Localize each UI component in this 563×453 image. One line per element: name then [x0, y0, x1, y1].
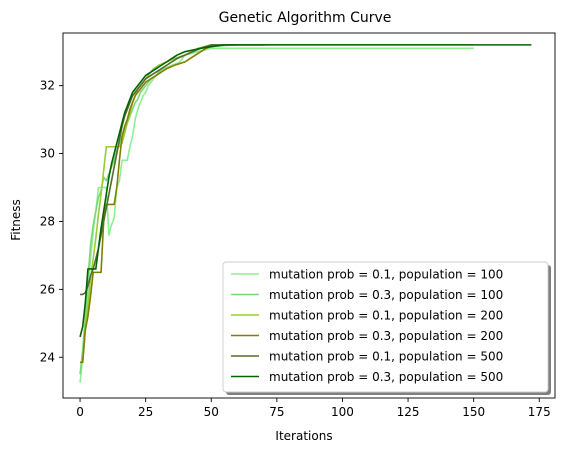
- y-tick-label: 26: [40, 282, 55, 296]
- x-tick-label: 75: [269, 405, 284, 419]
- x-axis-title: Iterations: [275, 429, 332, 443]
- x-axis: 0 25 50 75 100 125 150 175: [76, 398, 551, 419]
- y-tick-label: 32: [40, 79, 55, 93]
- plot-area: [62, 32, 556, 399]
- x-tick-label: 125: [397, 405, 420, 419]
- legend-label: mutation prob = 0.1, population = 500: [269, 350, 503, 364]
- legend-box: [222, 261, 549, 393]
- legend-label: mutation prob = 0.1, population = 100: [269, 268, 503, 282]
- x-tick-label: 100: [331, 405, 354, 419]
- series-line-6: [79, 44, 532, 338]
- y-tick-label: 30: [40, 147, 55, 161]
- y-axis-title: Fitness: [9, 199, 23, 241]
- series-line-4: [80, 44, 264, 364]
- chart-title: Genetic Algorithm Curve: [219, 10, 392, 26]
- legend-label: mutation prob = 0.1, population = 200: [269, 309, 503, 323]
- x-tick-label: 0: [76, 405, 84, 419]
- series-line-5: [80, 44, 238, 296]
- legend-label: mutation prob = 0.3, population = 100: [269, 288, 503, 302]
- axes-frame: [62, 32, 556, 399]
- x-tick-label: 25: [138, 405, 153, 419]
- y-tick-label: 24: [40, 350, 55, 364]
- x-tick-label: 50: [204, 405, 219, 419]
- x-tick-label: 150: [462, 405, 485, 419]
- legend-label: mutation prob = 0.3, population = 500: [269, 370, 503, 384]
- legend: mutation prob = 0.1, population = 100 mut…: [222, 261, 551, 395]
- y-tick-label: 28: [40, 214, 55, 228]
- y-axis: 24 26 28 30 32: [40, 79, 63, 364]
- series-line-1: [79, 47, 474, 383]
- legend-label: mutation prob = 0.3, population = 200: [269, 329, 503, 343]
- x-tick-label: 175: [528, 405, 551, 419]
